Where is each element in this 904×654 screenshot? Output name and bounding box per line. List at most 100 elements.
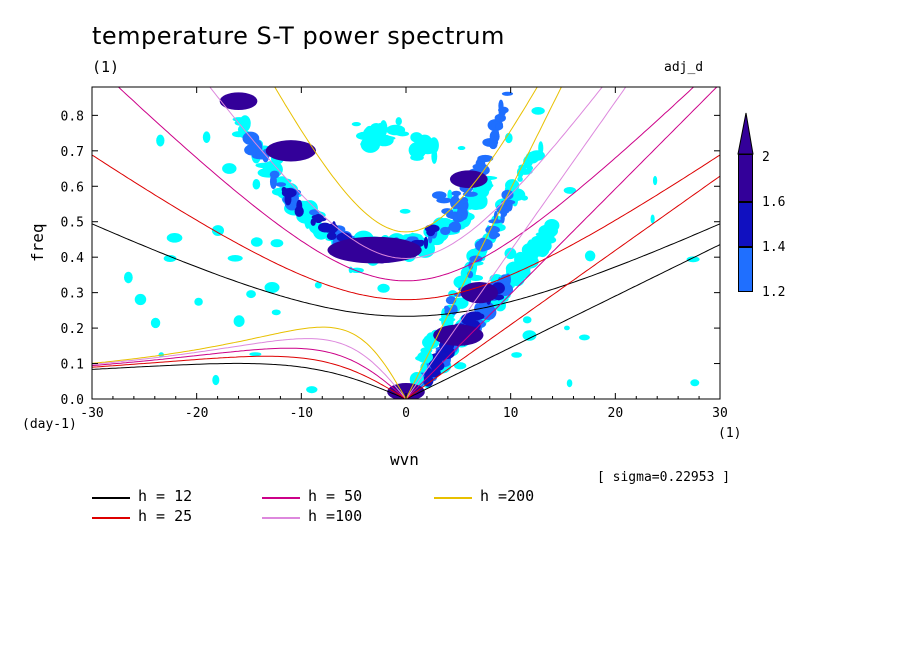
weak-spot (134, 293, 147, 306)
kelvin2-cyan (517, 176, 523, 182)
weak-spot (249, 352, 262, 357)
ridge-blue (275, 182, 287, 187)
kelvin-cyan (511, 276, 516, 281)
y-tick-label: 0.0 (61, 393, 84, 408)
weak-spot (123, 271, 133, 284)
significant-region-4 (433, 324, 484, 346)
kelvin-cyan (524, 255, 533, 263)
colorbar-label-1-4: 1.4 (762, 240, 786, 255)
weak-spot (377, 283, 390, 293)
weak-spot (222, 163, 237, 174)
ridge-dark (296, 199, 303, 213)
significant-region-5 (460, 282, 499, 304)
chart-title: temperature S-T power spectrum (92, 22, 505, 50)
ridge-dark (426, 228, 436, 237)
weak-spot (690, 379, 700, 387)
legend-label-h200: h =200 (480, 487, 535, 505)
weak-spot (156, 134, 165, 147)
curve-h200-ig (274, 87, 538, 233)
kelvin2-blue (488, 219, 502, 224)
weak-spot (504, 247, 517, 260)
kelvin2-cyan (528, 150, 545, 161)
colorbar-level-1-6 (738, 202, 753, 247)
x-tick-label: 0 (402, 406, 410, 421)
upper-blue (477, 154, 494, 163)
weak-spot (578, 334, 590, 341)
legend-line-h25 (92, 517, 130, 519)
upper-blue (493, 128, 500, 140)
weak-spot (686, 256, 700, 263)
variable-tag: adj_d (664, 60, 704, 75)
curve-h100-rossby (92, 338, 407, 399)
chart-subtitle: (1) (92, 58, 120, 76)
significant-region-0 (327, 236, 422, 264)
ridge-dark (284, 193, 292, 206)
upper-blue (501, 91, 514, 96)
weak-spot (194, 297, 203, 306)
colorbar-label-1-2: 1.2 (762, 285, 786, 300)
kelvin-dark (430, 353, 447, 360)
upper-blue (495, 123, 504, 131)
legend-label-h25: h = 25 (138, 507, 193, 525)
legend-line-h100 (262, 517, 300, 519)
weak-spot (566, 379, 573, 388)
weak-spot (511, 352, 523, 358)
y-tick-label: 0.8 (61, 109, 84, 124)
curve-h50-kelvin (405, 87, 718, 399)
y-tick-label: 0.4 (61, 251, 85, 266)
y-axis-unit: (day-1) (22, 417, 77, 432)
upper-blue (494, 113, 506, 123)
kelvin-blue (503, 284, 511, 295)
curve-h100-ig (209, 87, 603, 260)
weak-spot (150, 317, 161, 329)
weak-spot (306, 386, 318, 394)
curve-h25-ig (92, 154, 720, 301)
weak-spot (351, 122, 361, 127)
ridge-cyan (467, 199, 484, 211)
y-tick-label: 0.1 (61, 358, 84, 373)
curve-h200-rossby (92, 326, 407, 399)
colorbar-level-2 (738, 154, 753, 202)
legend-label-h50: h = 50 (308, 487, 363, 505)
y-tick-label: 0.7 (61, 145, 84, 160)
top-cyan (396, 131, 410, 137)
weak-spot (531, 106, 545, 115)
x-axis-unit: (1) (718, 426, 742, 441)
ridge-dark (281, 186, 287, 193)
weak-spot (233, 315, 245, 328)
curve-h50-ig (117, 87, 695, 282)
legend-line-h200 (434, 497, 472, 499)
legend-label-h12: h = 12 (138, 487, 193, 505)
weak-spot (202, 131, 211, 143)
colorbar-triangle (737, 112, 754, 155)
ridge-cyan (244, 121, 250, 130)
weak-spot (454, 362, 467, 370)
legend-line-h12 (92, 497, 130, 499)
x-tick-label: 10 (503, 406, 519, 421)
ridge-blue (255, 150, 270, 160)
upper-blue (460, 196, 469, 204)
colorbar-level-1-4 (738, 247, 753, 292)
curve-h12-ig (92, 223, 720, 317)
x-tick-label: 20 (608, 406, 624, 421)
kelvin-cyan (515, 261, 536, 266)
curve-h25-kelvin (405, 175, 720, 399)
weak-spot (504, 132, 513, 144)
weak-spot (246, 290, 256, 299)
kelvin-dark (428, 368, 441, 378)
ridge-blue (449, 221, 462, 233)
curve-h100-kelvin (405, 87, 627, 399)
weak-spot (314, 281, 322, 289)
axis-ticks: -30 -20 -10 0 10 20 30 0.0 0.1 0.2 0.3 0.4 0.5 0.6 0.7… (61, 87, 728, 421)
weak-spot (395, 117, 402, 126)
kelvin-cyan (544, 219, 560, 233)
upper-blue (436, 197, 452, 204)
kelvin-dark (473, 311, 482, 321)
weak-spot (522, 316, 532, 324)
kelvin2-cyan (441, 315, 454, 329)
ridge-cyan (232, 117, 246, 122)
kelvin-dark (445, 350, 452, 359)
weak-spot (166, 233, 183, 243)
weak-spot (350, 267, 364, 274)
